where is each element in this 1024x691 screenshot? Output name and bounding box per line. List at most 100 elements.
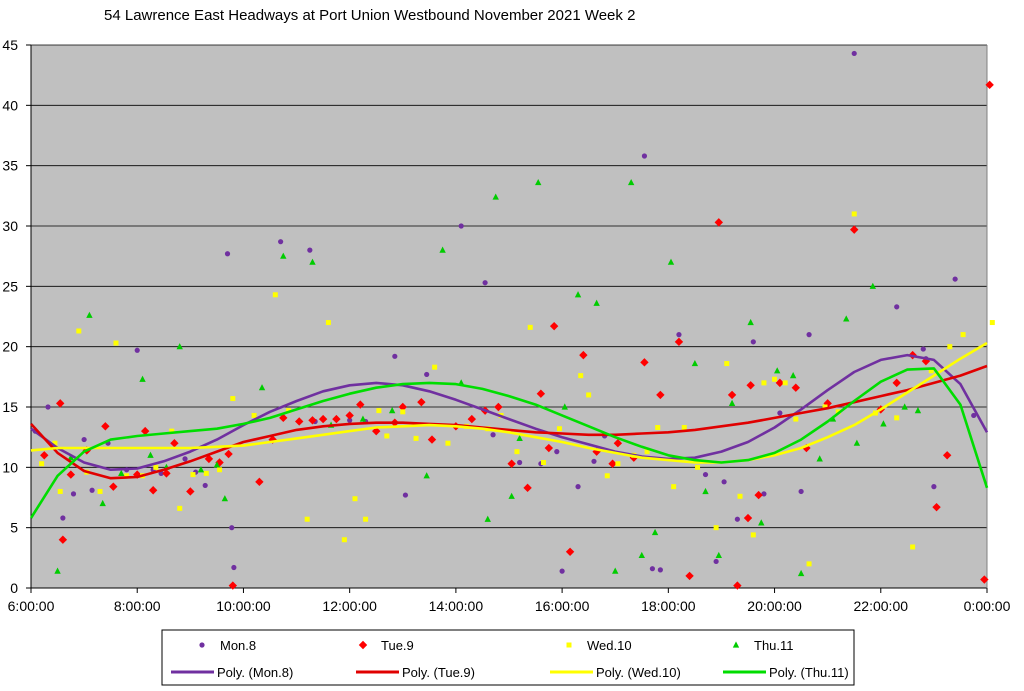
data-point [574,291,582,298]
data-point [217,467,223,473]
data-point [352,496,358,502]
data-point [202,482,208,489]
data-point [272,292,278,298]
tick-labels: 0 5 10 15 20 25 30 35 40 45 6:00:00 8:00:00 10:00:00… [2,37,1010,614]
data-point [612,567,619,574]
data-point [148,486,158,495]
data-point [81,436,87,443]
y-tick-label: 0 [10,580,18,596]
x-tick-label: 10:00:00 [216,598,271,614]
data-point [304,516,310,522]
data-point [671,484,677,490]
legend-label: Poly. (Wed.10) [596,665,681,680]
legend-label: Tue.9 [381,638,414,653]
data-point [58,535,68,544]
data-point [894,415,900,421]
data-point [627,178,635,186]
data-point [971,412,977,419]
data-point [789,372,797,379]
plot-area [31,45,987,588]
data-point [556,426,562,432]
data-point [439,246,446,253]
data-point [593,299,600,306]
data-point [746,381,755,390]
y-tick-label: 15 [2,399,18,415]
data-point [186,487,195,496]
data-point [676,332,682,338]
data-point [822,404,828,410]
data-point [66,470,76,479]
data-point [544,443,554,453]
legend: Mon.8 Tue.9 Wed.10 Thu.11 Poly. (Mon.8) Poly.… [161,629,855,686]
data-point [424,371,430,378]
data-point [777,410,783,416]
data-point [255,477,264,487]
data-point [402,492,409,498]
data-point [341,537,347,543]
data-point [535,178,542,186]
data-point [356,400,365,409]
data-point [565,547,575,556]
data-point [325,320,331,326]
data-point [578,373,584,379]
data-point [494,402,503,412]
x-tick-label: 16:00:00 [535,598,590,614]
legend-marker [566,642,572,648]
data-point [713,525,719,531]
data-point [561,403,568,410]
data-point [920,346,926,352]
data-point [734,516,740,522]
data-point [517,459,523,466]
data-point [251,412,257,418]
y-tick-label: 20 [2,339,18,355]
data-point [656,390,665,400]
data-point [67,454,75,461]
data-point [806,561,812,567]
data-point [309,258,316,265]
data-point [482,280,488,286]
legend-marker [199,642,205,648]
y-tick-label: 10 [2,459,18,475]
x-tick-label: 8:00:00 [114,598,161,614]
data-point [432,364,438,370]
data-point [737,493,743,499]
data-point [57,488,63,494]
legend-label: Poly. (Thu.11) [769,665,849,680]
data-point [880,420,887,427]
data-point [549,321,559,331]
data-point [850,225,859,234]
data-point [750,339,756,345]
data-point [413,435,419,441]
data-point [392,353,398,359]
trendline-2 [30,341,988,464]
data-point [400,409,406,415]
data-point [162,469,171,478]
data-point [591,458,597,464]
data-point [153,464,159,470]
legend-label: Poly. (Tue.9) [402,665,475,680]
data-point [516,434,523,441]
data-point [721,479,727,485]
data-point [989,320,995,326]
data-point [359,415,367,422]
data-point [279,413,288,423]
data-point [423,472,430,479]
data-point [177,505,183,511]
data-point [892,378,901,388]
data-point [258,384,266,391]
data-point [484,515,491,522]
data-point [851,211,857,217]
legend-marker [732,641,740,648]
data-point [427,435,437,444]
data-point [691,359,699,367]
data-point [213,461,221,468]
data-point [715,551,722,559]
legend-marker [358,640,368,650]
data-point [702,487,709,495]
trendline-0 [30,353,989,471]
data-point [467,414,477,424]
data-point [60,515,66,521]
data-point [182,456,188,462]
series-1 [40,80,994,590]
